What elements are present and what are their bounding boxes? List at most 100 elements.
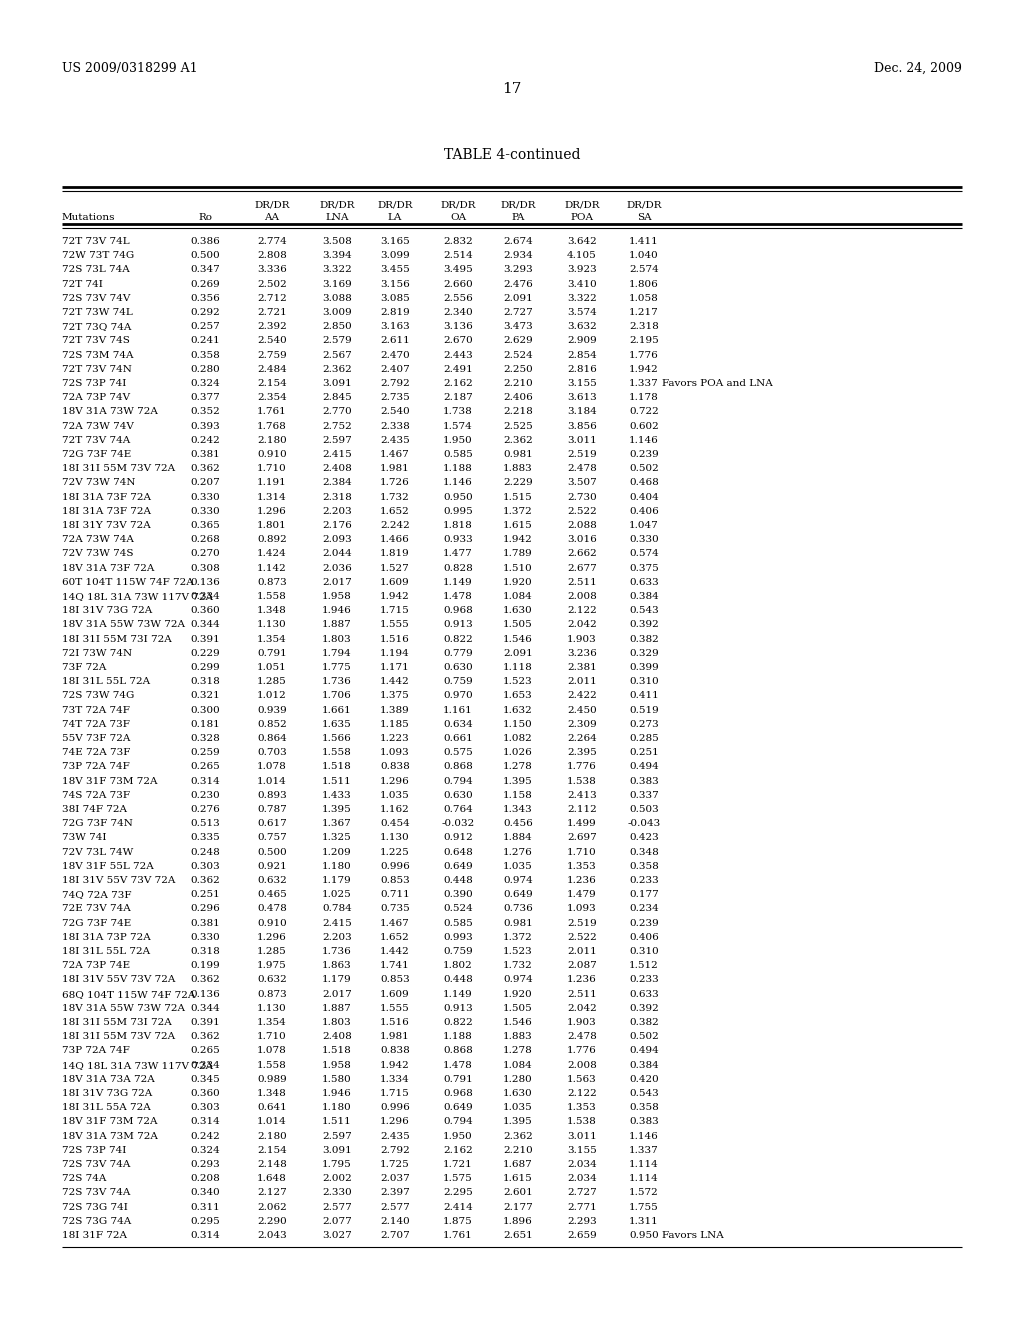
- Text: 3.184: 3.184: [567, 408, 597, 416]
- Text: 0.362: 0.362: [190, 876, 220, 884]
- Text: 2.229: 2.229: [503, 478, 532, 487]
- Text: 18I 31A 73F 72A: 18I 31A 73F 72A: [62, 507, 151, 516]
- Text: 1.278: 1.278: [503, 763, 532, 771]
- Text: 1.574: 1.574: [443, 421, 473, 430]
- Text: 3.410: 3.410: [567, 280, 597, 289]
- Text: 0.828: 0.828: [443, 564, 473, 573]
- Text: 1.114: 1.114: [629, 1175, 658, 1183]
- Text: 1.477: 1.477: [443, 549, 473, 558]
- Text: DR/DR: DR/DR: [319, 201, 354, 209]
- Text: 3.156: 3.156: [380, 280, 410, 289]
- Text: 14Q 18L 31A 73W 117V 72A: 14Q 18L 31A 73W 117V 72A: [62, 591, 213, 601]
- Text: US 2009/0318299 A1: US 2009/0318299 A1: [62, 62, 198, 75]
- Text: 18V 31A 73F 72A: 18V 31A 73F 72A: [62, 564, 155, 573]
- Text: 2.406: 2.406: [503, 393, 532, 403]
- Text: 1.278: 1.278: [503, 1047, 532, 1056]
- Text: 1.130: 1.130: [257, 1003, 287, 1012]
- Text: 0.764: 0.764: [443, 805, 473, 814]
- Text: 1.546: 1.546: [503, 1018, 532, 1027]
- Text: 2.122: 2.122: [567, 606, 597, 615]
- Text: 1.185: 1.185: [380, 719, 410, 729]
- Text: 2.180: 2.180: [257, 1131, 287, 1140]
- Text: 2.597: 2.597: [323, 436, 352, 445]
- Text: 0.757: 0.757: [257, 833, 287, 842]
- Text: 3.011: 3.011: [567, 436, 597, 445]
- Text: 2.044: 2.044: [323, 549, 352, 558]
- Text: 1.818: 1.818: [443, 521, 473, 531]
- Text: 0.632: 0.632: [257, 876, 287, 884]
- Text: 1.014: 1.014: [257, 776, 287, 785]
- Text: 1.209: 1.209: [323, 847, 352, 857]
- Text: 2.540: 2.540: [257, 337, 287, 346]
- Text: 18V 31A 73A 72A: 18V 31A 73A 72A: [62, 1074, 155, 1084]
- Text: 2.034: 2.034: [567, 1160, 597, 1170]
- Text: 1.652: 1.652: [380, 507, 410, 516]
- Text: 0.494: 0.494: [629, 1047, 658, 1056]
- Text: 0.233: 0.233: [629, 876, 658, 884]
- Text: 1.981: 1.981: [380, 465, 410, 473]
- Text: 0.893: 0.893: [257, 791, 287, 800]
- Text: 72T 73V 74A: 72T 73V 74A: [62, 436, 130, 445]
- Text: 2.218: 2.218: [503, 408, 532, 416]
- Text: 0.500: 0.500: [190, 251, 220, 260]
- Text: 0.950: 0.950: [629, 1232, 658, 1239]
- Text: 0.251: 0.251: [190, 890, 220, 899]
- Text: 0.242: 0.242: [190, 1131, 220, 1140]
- Text: 1.411: 1.411: [629, 238, 658, 246]
- Text: 0.136: 0.136: [190, 990, 220, 999]
- Text: 0.910: 0.910: [257, 919, 287, 928]
- Text: 72T 74I: 72T 74I: [62, 280, 102, 289]
- Text: 1.920: 1.920: [503, 990, 532, 999]
- Text: 0.314: 0.314: [190, 776, 220, 785]
- Text: 0.375: 0.375: [629, 564, 658, 573]
- Text: 2.934: 2.934: [503, 251, 532, 260]
- Text: 0.910: 0.910: [257, 450, 287, 459]
- Text: 1.389: 1.389: [380, 706, 410, 714]
- Text: 1.285: 1.285: [257, 677, 287, 686]
- Text: 2.338: 2.338: [380, 421, 410, 430]
- Text: 1.538: 1.538: [567, 1118, 597, 1126]
- Text: 3.473: 3.473: [503, 322, 532, 331]
- Text: 0.330: 0.330: [190, 492, 220, 502]
- Text: 0.358: 0.358: [629, 1104, 658, 1113]
- Text: 1.768: 1.768: [257, 421, 287, 430]
- Text: 1.512: 1.512: [629, 961, 658, 970]
- Text: 1.609: 1.609: [380, 578, 410, 587]
- Text: 2.242: 2.242: [380, 521, 410, 531]
- Text: 2.443: 2.443: [443, 351, 473, 359]
- Text: 1.946: 1.946: [323, 1089, 352, 1098]
- Text: 0.630: 0.630: [443, 791, 473, 800]
- Text: 1.149: 1.149: [443, 990, 473, 999]
- Text: 18I 31I 55M 73V 72A: 18I 31I 55M 73V 72A: [62, 465, 175, 473]
- Text: 0.386: 0.386: [190, 238, 220, 246]
- Text: 0.299: 0.299: [190, 663, 220, 672]
- Text: 1.348: 1.348: [257, 606, 287, 615]
- Text: 1.353: 1.353: [567, 1104, 597, 1113]
- Text: 18I 31L 55L 72A: 18I 31L 55L 72A: [62, 677, 151, 686]
- Text: 72S 73G 74A: 72S 73G 74A: [62, 1217, 131, 1226]
- Text: 0.328: 0.328: [190, 734, 220, 743]
- Text: 1.325: 1.325: [323, 833, 352, 842]
- Text: 0.575: 0.575: [443, 748, 473, 758]
- Text: 0.981: 0.981: [503, 450, 532, 459]
- Text: 1.051: 1.051: [257, 663, 287, 672]
- Text: 1.687: 1.687: [503, 1160, 532, 1170]
- Text: 0.787: 0.787: [257, 805, 287, 814]
- Text: 72V 73L 74W: 72V 73L 74W: [62, 847, 133, 857]
- Text: 2.414: 2.414: [443, 1203, 473, 1212]
- Text: 0.310: 0.310: [629, 946, 658, 956]
- Text: LA: LA: [388, 213, 402, 222]
- Text: 2.415: 2.415: [323, 919, 352, 928]
- Text: 0.411: 0.411: [629, 692, 658, 701]
- Text: 2.674: 2.674: [503, 238, 532, 246]
- Text: 0.334: 0.334: [190, 591, 220, 601]
- Text: 1.615: 1.615: [503, 1175, 532, 1183]
- Text: 3.091: 3.091: [323, 1146, 352, 1155]
- Text: 73F 72A: 73F 72A: [62, 663, 106, 672]
- Text: 2.850: 2.850: [323, 322, 352, 331]
- Text: 72S 73P 74I: 72S 73P 74I: [62, 379, 126, 388]
- Text: 3.016: 3.016: [567, 535, 597, 544]
- Text: 3.091: 3.091: [323, 379, 352, 388]
- Text: 4.105: 4.105: [567, 251, 597, 260]
- Text: 0.270: 0.270: [190, 549, 220, 558]
